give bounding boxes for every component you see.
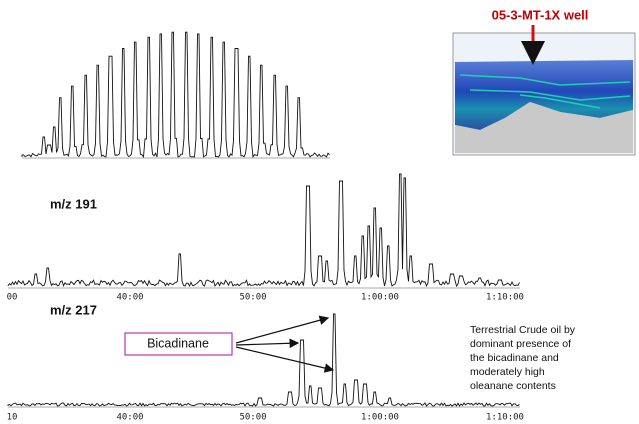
note-line: Terrestrial Crude oil by (470, 324, 576, 336)
time-tick-label: 40:00 (116, 293, 143, 303)
note-line: oleanane contents (470, 380, 556, 392)
time-tick-label: 1:00:00 (361, 413, 399, 423)
trace-label: m/z 191 (50, 196, 97, 211)
note-line: dominant presence of (470, 338, 571, 350)
note-line: the bicadinane and (470, 352, 559, 364)
time-tick-label: 00 (7, 293, 18, 303)
seismic-inset: 05-3-MT-1X well (452, 7, 636, 156)
chromatogram-trace (7, 173, 520, 288)
chromatogram-trace (7, 313, 520, 407)
inset-title: 05-3-MT-1X well (492, 7, 589, 22)
callout-box (124, 332, 233, 356)
time-tick-label: 50:00 (239, 413, 266, 423)
time-tick-label: 40:00 (116, 413, 143, 423)
time-tick-label: 1:10:00 (486, 293, 524, 303)
chromatogram-trace (21, 31, 330, 159)
time-tick-label: 50:00 (239, 293, 266, 303)
callout-arrows (235, 315, 335, 373)
trace-label: m/z 217 (50, 302, 97, 317)
time-tick-label: 10 (7, 413, 18, 423)
time-tick-label: 1:10:00 (486, 413, 524, 423)
note-line: moderately high (470, 366, 545, 378)
time-tick-label: 1:00:00 (361, 293, 399, 303)
callout-label: Bicadinane (147, 336, 209, 350)
